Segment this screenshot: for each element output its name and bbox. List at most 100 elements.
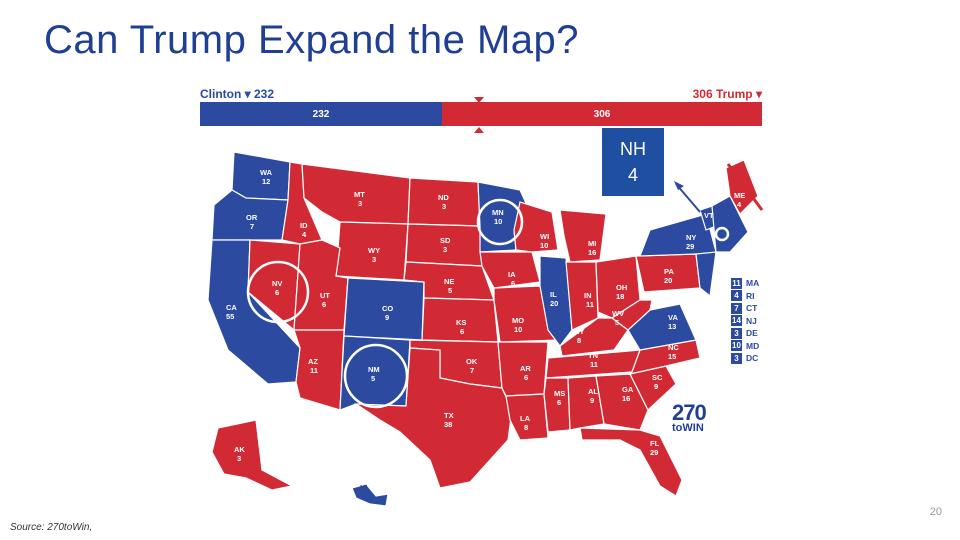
label-ID: ID bbox=[300, 221, 308, 230]
svg-text:8: 8 bbox=[577, 336, 581, 345]
svg-text:6: 6 bbox=[322, 300, 326, 309]
small-state-row[interactable]: 3 DC bbox=[731, 352, 771, 364]
state-WI[interactable] bbox=[513, 201, 559, 253]
svg-text:6: 6 bbox=[511, 279, 515, 288]
small-states-list: 11 MA 4 RI 7 CT 14 NJ 3 DE 10 MD 3 DC bbox=[731, 277, 771, 365]
label-AL: AL bbox=[588, 387, 598, 396]
logo-number: 270 bbox=[672, 400, 707, 425]
svg-text:38: 38 bbox=[444, 420, 452, 429]
label-CO: CO bbox=[382, 304, 393, 313]
highlight-circle-NV bbox=[246, 260, 310, 324]
label-VT: VT bbox=[704, 211, 714, 220]
state-FL[interactable] bbox=[579, 427, 683, 497]
midpoint-marker-top bbox=[474, 97, 484, 103]
svg-text:3: 3 bbox=[372, 255, 376, 264]
svg-text:18: 18 bbox=[616, 292, 624, 301]
highlight-circle-NM bbox=[343, 343, 409, 409]
electoral-scoreboard: Clinton ▾ 232 306 Trump ▾ 232 306 bbox=[200, 84, 762, 128]
state-HI[interactable] bbox=[351, 483, 389, 507]
label-OR: OR bbox=[246, 213, 258, 222]
state-GA[interactable] bbox=[595, 373, 649, 431]
svg-text:9: 9 bbox=[385, 313, 389, 322]
small-state-row[interactable]: 10 MD bbox=[731, 340, 760, 351]
label-WV: WV bbox=[612, 309, 624, 318]
label-HI: HI bbox=[360, 483, 368, 492]
label-FL: FL bbox=[650, 439, 660, 448]
svg-text:20: 20 bbox=[550, 299, 558, 308]
svg-text:3: 3 bbox=[443, 245, 447, 254]
svg-text:13: 13 bbox=[668, 322, 676, 331]
label-MS: MS bbox=[554, 389, 565, 398]
svg-text:12: 12 bbox=[262, 177, 270, 186]
svg-text:10: 10 bbox=[514, 325, 522, 334]
midpoint-marker-bottom bbox=[474, 127, 484, 133]
label-SD: SD bbox=[440, 236, 451, 245]
state-WV[interactable] bbox=[610, 299, 653, 331]
label-IA: IA bbox=[508, 270, 516, 279]
label-TX: TX bbox=[444, 411, 454, 420]
label-PA: PA bbox=[664, 267, 674, 276]
callout-arrow bbox=[675, 183, 701, 213]
svg-text:3: 3 bbox=[442, 202, 446, 211]
small-state-row[interactable]: 7 CT bbox=[731, 302, 771, 314]
label-MO: MO bbox=[512, 316, 524, 325]
state-LA[interactable] bbox=[505, 393, 549, 441]
label-KS: KS bbox=[456, 318, 466, 327]
label-WY: WY bbox=[368, 246, 380, 255]
logo-word: toWIN bbox=[672, 422, 704, 434]
label-GA: GA bbox=[622, 385, 634, 394]
label-NV: NV bbox=[272, 279, 282, 288]
state-NJ-region[interactable] bbox=[695, 251, 717, 298]
svg-text:6: 6 bbox=[524, 373, 528, 382]
state-IN[interactable] bbox=[565, 261, 599, 331]
label-WI: WI bbox=[540, 232, 549, 241]
svg-text:6: 6 bbox=[275, 288, 279, 297]
label-AR: AR bbox=[520, 364, 531, 373]
small-state-row[interactable]: 4 RI bbox=[731, 290, 771, 302]
clinton-total-label[interactable]: Clinton ▾ 232 bbox=[200, 87, 275, 101]
svg-text:4: 4 bbox=[302, 230, 307, 239]
state-MS[interactable] bbox=[543, 377, 571, 433]
nh-callout-label: NH bbox=[620, 139, 646, 159]
svg-text:5: 5 bbox=[448, 286, 452, 295]
svg-text:4: 4 bbox=[737, 200, 742, 209]
svg-text:7: 7 bbox=[470, 366, 474, 375]
state-MI[interactable] bbox=[559, 209, 607, 263]
state-TX[interactable] bbox=[353, 347, 513, 489]
svg-text:3: 3 bbox=[358, 199, 362, 208]
state-AZ[interactable] bbox=[293, 329, 345, 411]
trump-bar-segment: 306 bbox=[442, 102, 762, 126]
label-KY: KY bbox=[574, 327, 584, 336]
label-CA: CA bbox=[226, 303, 237, 312]
svg-text:9: 9 bbox=[654, 382, 658, 391]
state-NE-region[interactable] bbox=[711, 195, 749, 253]
svg-text:11: 11 bbox=[586, 300, 594, 309]
label-LA: LA bbox=[520, 414, 531, 423]
electoral-bar: 232 306 bbox=[200, 102, 762, 126]
label-NM: NM bbox=[368, 365, 380, 374]
svg-text:15: 15 bbox=[668, 352, 676, 361]
label-UT: UT bbox=[320, 291, 330, 300]
svg-text:4: 4 bbox=[363, 492, 368, 501]
svg-text:20: 20 bbox=[664, 276, 672, 285]
label-ME: ME bbox=[734, 191, 745, 200]
highlight-circle-NH bbox=[714, 226, 730, 242]
small-state-row[interactable]: 3 DE bbox=[731, 327, 771, 339]
nh-callout: NH 4 bbox=[602, 128, 664, 196]
small-state-row[interactable]: 14 NJ bbox=[731, 315, 757, 326]
svg-text:5: 5 bbox=[615, 318, 619, 327]
small-state-row[interactable]: 11 MA bbox=[731, 277, 760, 289]
page-number: 20 bbox=[929, 506, 942, 518]
svg-text:3: 3 bbox=[237, 454, 241, 463]
maine-strike bbox=[726, 163, 764, 211]
highlight-circle-MN bbox=[476, 198, 524, 246]
state-AL[interactable] bbox=[567, 375, 605, 431]
state-IA[interactable] bbox=[479, 251, 541, 289]
trump-total-label[interactable]: 306 Trump ▾ bbox=[692, 87, 762, 101]
state-AK[interactable] bbox=[211, 419, 294, 491]
label-TN: TN bbox=[588, 351, 598, 360]
label-OH: OH bbox=[616, 283, 627, 292]
label-MN: MN bbox=[492, 208, 504, 217]
